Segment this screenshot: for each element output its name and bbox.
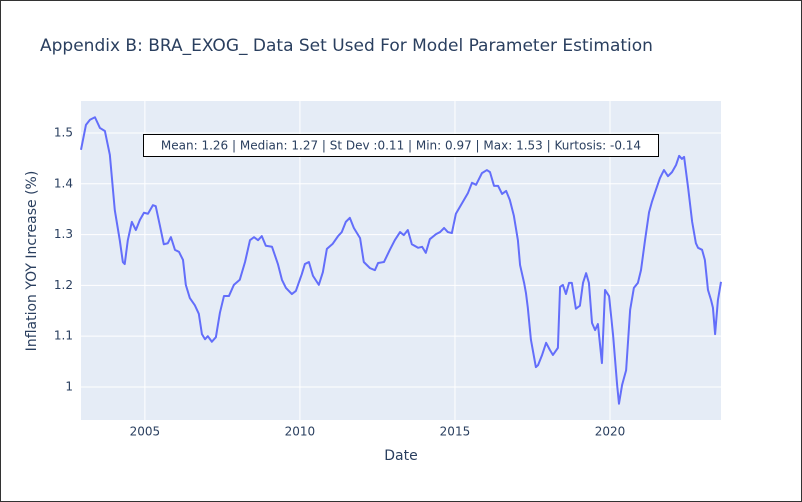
y-tick-label: 1.3 — [54, 227, 73, 241]
annotation: Mean: 1.26 | Median: 1.27 | St Dev :0.11… — [161, 139, 641, 153]
y-tick-label: 1.5 — [54, 126, 73, 140]
x-tick-label: 2015 — [440, 425, 471, 439]
y-tick-label: 1.2 — [54, 278, 73, 292]
annotation-box — [143, 134, 659, 157]
y-tick-label: 1.1 — [54, 329, 73, 343]
y-tick-label: 1.4 — [54, 176, 73, 190]
chart-title: Appendix B: BRA_EXOG_ Data Set Used For … — [40, 36, 653, 56]
x-tick-label: 2010 — [285, 425, 316, 439]
x-axis-title: Date — [384, 448, 417, 464]
x-tick-label: 2020 — [595, 425, 626, 439]
line — [80, 116, 722, 405]
x-tick-label: 2005 — [130, 425, 161, 439]
y-tick-label: 1 — [65, 379, 73, 393]
y-axis-title: Inflation YOY Increase (%) — [24, 171, 40, 352]
